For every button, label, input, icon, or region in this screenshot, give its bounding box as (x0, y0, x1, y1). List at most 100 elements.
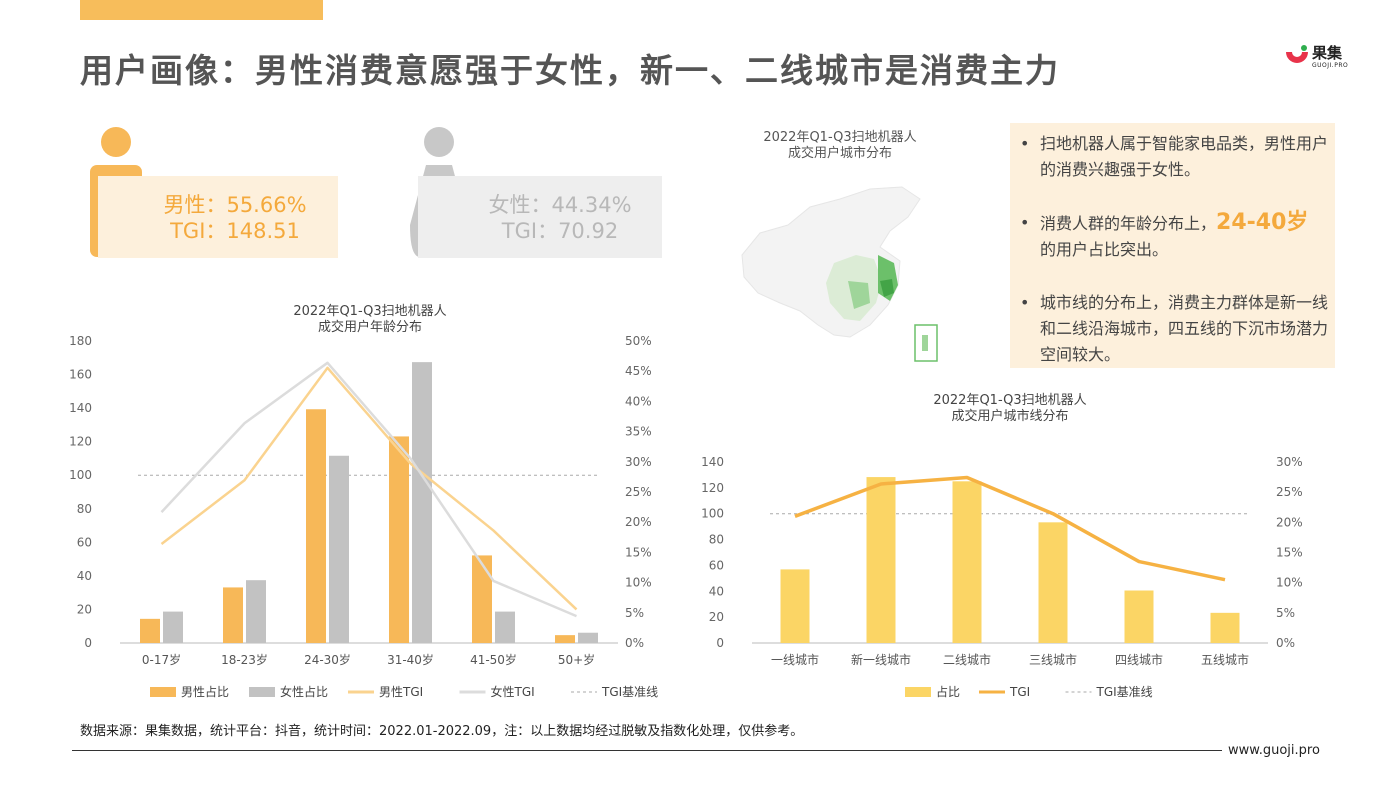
line-TGI (794, 475, 1226, 582)
chart-title-line2: 成交用户城市线分布 (951, 408, 1068, 424)
x-tick-label: 五线城市 (1201, 652, 1249, 667)
insight-1-text: 扫地机器人属于智能家电品类，男性用户的消费兴趣强于女性。 (1040, 134, 1329, 179)
y-right-tick-label: 0% (625, 636, 644, 650)
y-left-tick-label: 160 (69, 368, 92, 382)
y-right-tick-label: 10% (1276, 576, 1303, 590)
bar-女性占比 (495, 611, 515, 643)
male-tgi: TGI：148.51 (170, 219, 300, 243)
bar-男性占比 (223, 587, 243, 643)
y-left-tick-label: 80 (709, 533, 724, 547)
x-tick-label: 新一线城市 (851, 652, 911, 667)
bar-女性占比 (329, 455, 349, 643)
x-tick-label: 二线城市 (943, 652, 991, 667)
x-tick-label: 31-40岁 (387, 652, 434, 667)
line-女性TGI (160, 361, 577, 618)
logo-subtitle: GUOJI.PRO (1312, 62, 1349, 69)
male-stat-text: 男性：55.66% TGI：148.51 (150, 192, 320, 244)
bar-女性占比 (246, 580, 266, 643)
bullet: • (1020, 293, 1030, 312)
legend-label-男性占比: 男性占比 (181, 684, 229, 699)
insight-2-pre: 消费人群的年龄分布上， (1040, 214, 1217, 233)
y-right-tick-label: 5% (625, 606, 644, 620)
y-left-tick-label: 120 (69, 435, 92, 449)
y-right-tick-label: 25% (1276, 485, 1303, 499)
female-tgi: TGI：70.92 (501, 219, 619, 243)
legend-label-男性TGI: 男性TGI (379, 685, 423, 699)
y-left-tick-label: 60 (77, 535, 92, 549)
legend-label-女性占比: 女性占比 (280, 684, 328, 699)
y-left-tick-label: 60 (709, 558, 724, 572)
y-left-tick-label: 140 (69, 401, 92, 415)
y-left-tick-label: 40 (77, 569, 92, 583)
chart-title-line1: 2022年Q1-Q3扫地机器人 (933, 393, 1086, 408)
bar-占比 (866, 477, 896, 643)
y-right-tick-label: 30% (625, 455, 652, 469)
legend-label-baseline: TGI基准线 (1096, 685, 1153, 699)
data-source-note: 数据来源：果集数据，统计平台：抖音，统计时间：2022.01-2022.09，注… (80, 724, 804, 739)
female-stat-box (418, 176, 662, 258)
bar-占比 (1038, 522, 1068, 643)
bar-占比 (1210, 612, 1240, 643)
x-tick-label: 50+岁 (558, 652, 595, 667)
y-right-tick-label: 45% (625, 364, 652, 378)
bullet: • (1020, 134, 1030, 153)
insight-3-text: 城市线的分布上，消费主力群体是新一线和二线沿海城市，四五线的下沉市场潜力空间较大… (1040, 293, 1329, 364)
y-right-tick-label: 20% (1276, 515, 1303, 529)
y-right-tick-label: 5% (1276, 606, 1295, 620)
y-right-tick-label: 10% (625, 576, 652, 590)
bar-占比 (780, 569, 810, 643)
y-left-tick-label: 120 (701, 481, 724, 495)
site-url[interactable]: www.guoji.pro (1228, 743, 1320, 758)
y-left-tick-label: 20 (77, 602, 92, 616)
y-left-tick-label: 140 (701, 455, 724, 469)
bar-女性占比 (163, 611, 183, 643)
page-title: 用户画像：男性消费意愿强于女性，新一、二线城市是消费主力 (80, 51, 1060, 90)
y-right-tick-label: 15% (1276, 546, 1303, 560)
bar-男性占比 (306, 409, 326, 643)
y-left-tick-label: 180 (69, 334, 92, 348)
x-tick-label: 三线城市 (1029, 652, 1077, 667)
y-left-tick-label: 80 (77, 502, 92, 516)
bar-男性占比 (140, 618, 160, 643)
legend-label-baseline: TGI基准线 (601, 685, 658, 699)
line-男性TGI (160, 366, 578, 611)
bar-占比 (952, 481, 982, 643)
bar-女性占比 (412, 362, 432, 643)
y-right-tick-label: 0% (1276, 636, 1295, 650)
map-title: 2022年Q1-Q3扫地机器人 成交用户城市分布 (740, 130, 940, 162)
y-left-tick-label: 0 (716, 636, 724, 650)
y-right-tick-label: 30% (1276, 455, 1303, 469)
x-tick-label: 四线城市 (1115, 652, 1163, 667)
y-left-tick-label: 40 (709, 584, 724, 598)
insight-2-post: 的用户占比突出。 (1040, 240, 1169, 259)
legend-label-占比: 占比 (936, 684, 960, 699)
y-left-tick-label: 100 (69, 468, 92, 482)
top-accent-bar (80, 0, 323, 20)
legend-label-TGI: TGI (1009, 685, 1030, 699)
x-tick-label: 0-17岁 (142, 652, 181, 667)
y-right-tick-label: 15% (625, 545, 652, 559)
x-tick-label: 18-23岁 (221, 652, 268, 667)
female-stat-text: 女性：44.34% TGI：70.92 (470, 192, 650, 244)
insight-2-text: 消费人群的年龄分布上，24-40岁 的用户占比突出。 (1040, 210, 1332, 263)
bar-男性占比 (555, 635, 575, 643)
chart-title-line2: 成交用户年龄分布 (318, 319, 422, 335)
y-right-tick-label: 20% (625, 515, 652, 529)
y-left-tick-label: 0 (84, 636, 92, 650)
chart-title-line1: 2022年Q1-Q3扫地机器人 (293, 304, 446, 319)
y-right-tick-label: 50% (625, 334, 652, 348)
female-share: 女性：44.34% (488, 193, 632, 217)
y-left-tick-label: 20 (709, 610, 724, 624)
y-right-tick-label: 40% (625, 394, 652, 408)
footer-divider (72, 750, 1222, 751)
bar-占比 (1124, 590, 1154, 643)
brand-logo: 果集 GUOJI.PRO (1284, 38, 1348, 74)
map-title-line1: 2022年Q1-Q3扫地机器人 (763, 130, 917, 145)
map-title-line2: 成交用户城市分布 (787, 146, 892, 161)
logo-mark-icon (1286, 45, 1308, 63)
y-right-tick-label: 25% (625, 485, 652, 499)
bar-男性占比 (472, 555, 492, 643)
bar-女性占比 (578, 632, 598, 643)
